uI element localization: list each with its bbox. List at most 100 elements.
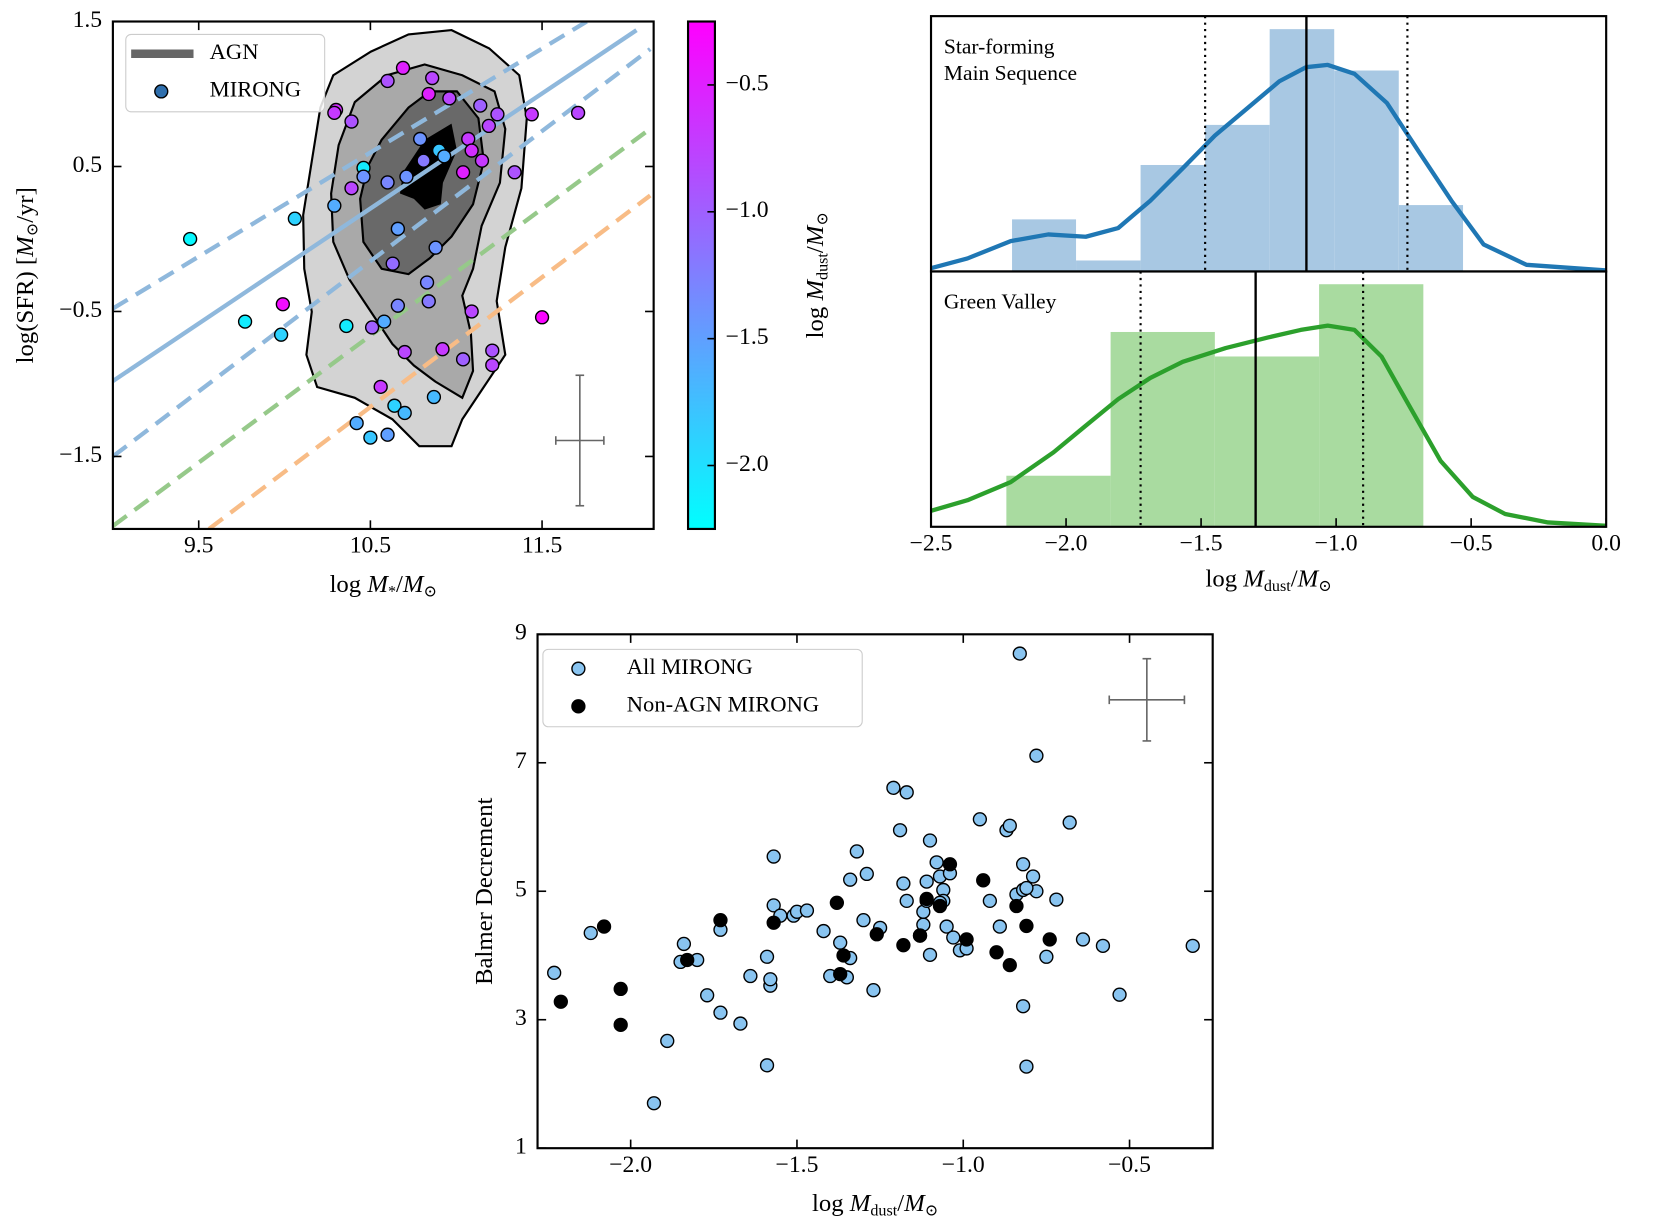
point [892, 823, 908, 838]
point [713, 913, 728, 928]
label-part: ⊙ [1318, 578, 1332, 595]
point [1012, 646, 1027, 661]
label-part: ⊙ [925, 1202, 939, 1217]
point [327, 198, 342, 213]
point [1025, 869, 1041, 884]
bar [1214, 356, 1320, 527]
point [287, 211, 303, 226]
point [989, 945, 1004, 960]
point [680, 952, 695, 968]
point [849, 844, 864, 859]
bar [1006, 475, 1111, 527]
point [866, 983, 881, 998]
legend-label: All MIRONG [627, 654, 753, 679]
label-part: /yr] [12, 187, 39, 223]
point [959, 932, 974, 947]
point [553, 994, 568, 1009]
point [1039, 949, 1054, 964]
point [237, 314, 253, 329]
plot-area [547, 646, 1200, 1111]
point [613, 1017, 628, 1033]
point [490, 107, 505, 122]
point [376, 314, 392, 329]
point [385, 256, 400, 271]
point [1042, 932, 1057, 947]
colorbar-tick-label: −1.5 [726, 324, 769, 350]
point [373, 379, 388, 395]
label-part: / [897, 1190, 904, 1217]
label-part: M [402, 571, 425, 598]
y-tick-label: 9 [515, 620, 527, 646]
label-part: Balmer Decrement [471, 797, 498, 984]
label-part: M [366, 571, 389, 598]
point [474, 153, 490, 168]
point [896, 938, 911, 953]
axis-label: log(SFR) [M⊙/yr] [12, 187, 41, 363]
bar [1398, 205, 1464, 272]
point [426, 389, 442, 405]
x-tick-label: 0.0 [1591, 530, 1621, 556]
point [1049, 892, 1064, 907]
x-tick-label: 10.5 [350, 533, 391, 559]
point [856, 913, 871, 928]
point [435, 342, 450, 357]
x-tick-label: −2.0 [1045, 530, 1088, 556]
reference-line [207, 193, 652, 529]
point [473, 98, 488, 113]
point [1019, 1059, 1034, 1074]
y-tick-label: 5 [515, 877, 527, 903]
point [843, 872, 858, 887]
point [1002, 957, 1017, 973]
point [932, 898, 948, 914]
label-part: dust [814, 253, 831, 280]
point [1062, 815, 1077, 830]
axis-label: log Mdust/M⊙ [802, 212, 831, 338]
point [1112, 987, 1127, 1002]
legend-marker [571, 699, 586, 714]
x-tick-label: −1.0 [1315, 530, 1358, 556]
bar [1334, 70, 1399, 272]
point [939, 919, 954, 934]
point [833, 966, 848, 982]
point [461, 131, 476, 147]
point [182, 231, 198, 247]
point [899, 893, 914, 909]
point [660, 1033, 675, 1049]
bar [1110, 331, 1215, 527]
point [481, 118, 496, 134]
point [733, 1016, 748, 1031]
point [327, 105, 342, 120]
point [570, 105, 586, 120]
point [942, 857, 958, 872]
bar [1205, 124, 1270, 272]
axes-frame [929, 270, 1608, 528]
point [922, 833, 938, 848]
legend-label: Non-AGN MIRONG [627, 692, 819, 717]
point [759, 1058, 775, 1073]
point [976, 873, 991, 888]
axis-label: log M*/M⊙ [330, 571, 437, 600]
point [416, 153, 431, 168]
point [421, 294, 436, 309]
point [397, 405, 412, 421]
label-part: log [812, 1190, 850, 1217]
point [344, 181, 359, 196]
point [972, 812, 988, 827]
label-part: M [903, 1190, 926, 1217]
colorbar-tick-label: −2.0 [726, 451, 769, 477]
axis-label: log Mdust/M⊙ [1205, 565, 1331, 594]
point [799, 903, 815, 918]
legend-label: MIRONG [210, 77, 302, 102]
y-tick-label: 7 [515, 748, 527, 774]
point [419, 275, 435, 290]
point [596, 919, 612, 934]
point [646, 1096, 662, 1111]
bar [1076, 260, 1141, 272]
y-tick-label: −0.5 [59, 297, 102, 323]
point [700, 988, 715, 1003]
point [397, 344, 412, 360]
point [485, 343, 500, 358]
point [676, 936, 692, 952]
point [759, 949, 775, 964]
point [859, 866, 874, 882]
